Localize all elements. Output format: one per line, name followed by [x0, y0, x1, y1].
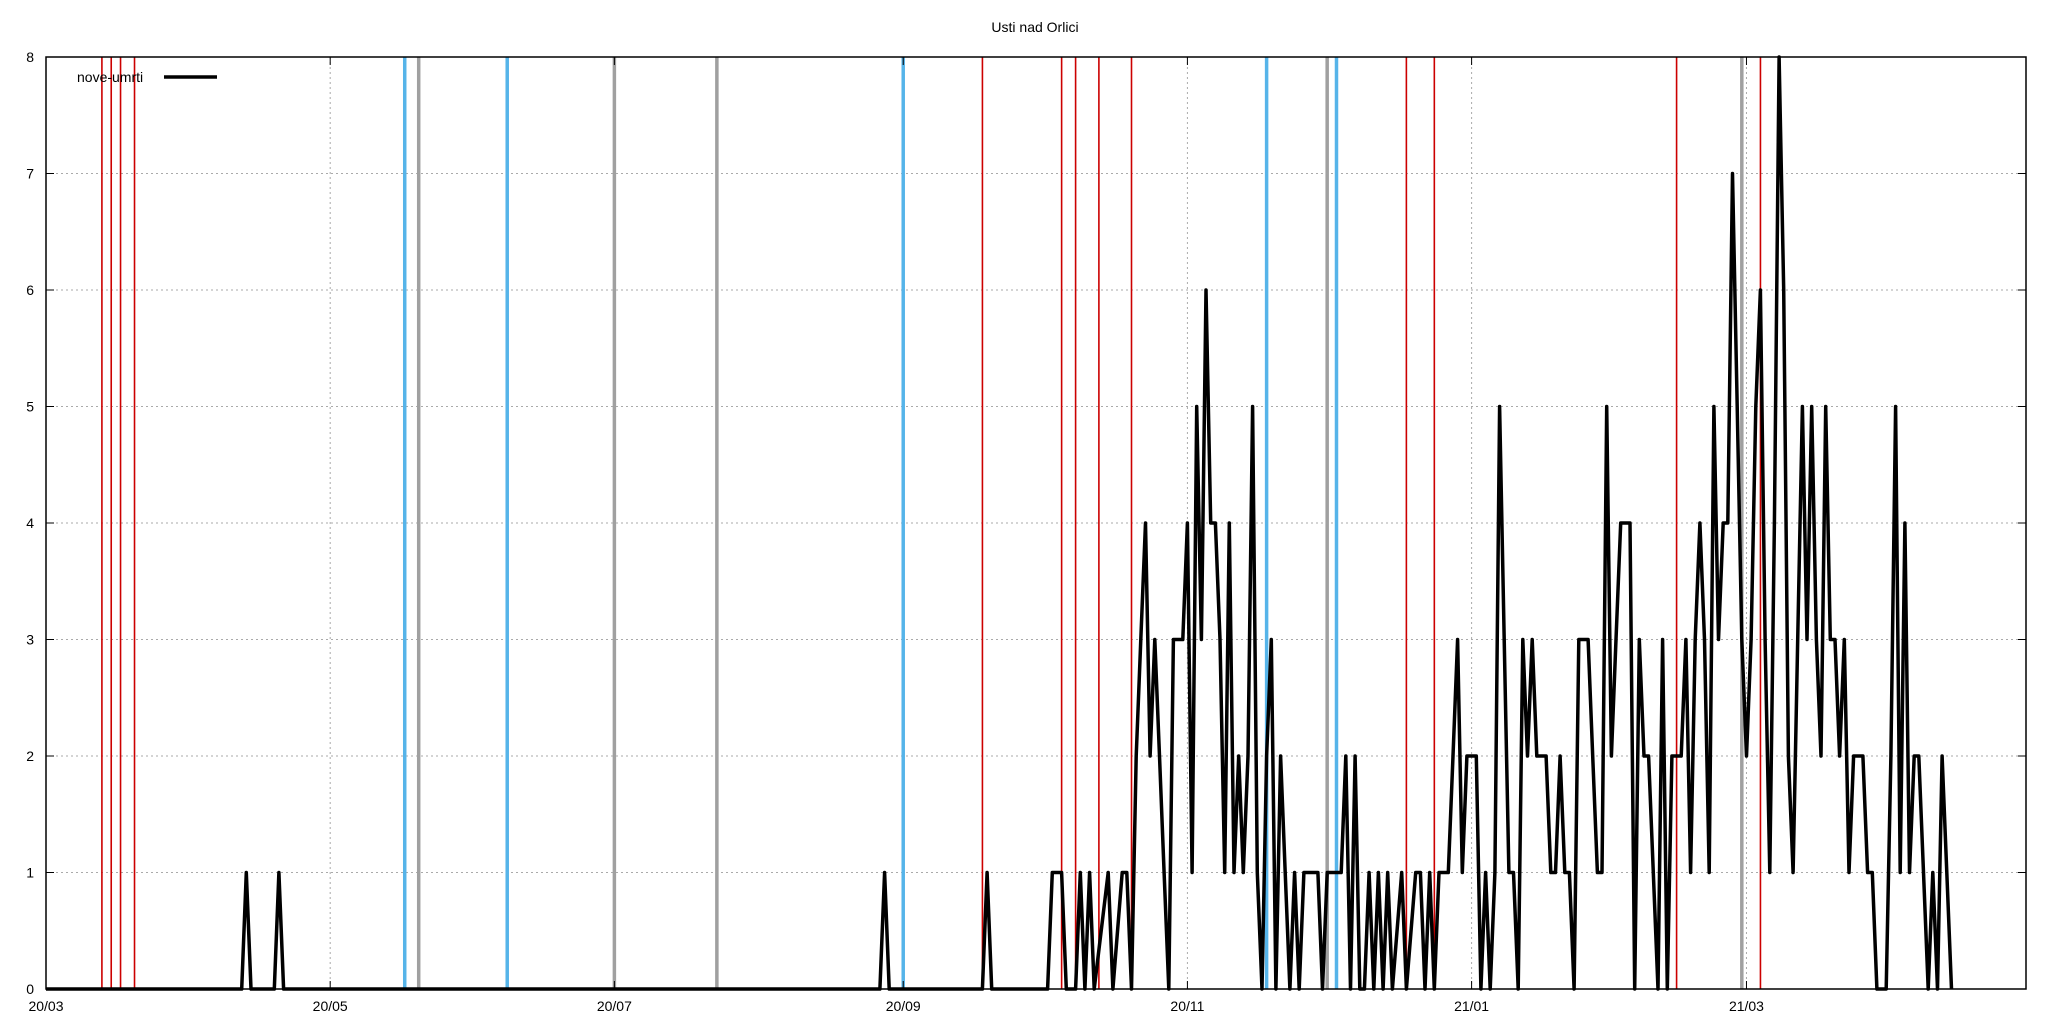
- x-tick-label: 20/03: [28, 998, 63, 1014]
- chart-title: Usti nad Orlici: [991, 19, 1078, 35]
- y-tick-label: 0: [26, 981, 34, 997]
- legend: nove-umrti: [77, 69, 217, 85]
- x-tick-label: 20/05: [313, 998, 348, 1014]
- x-tick-label: 20/07: [597, 998, 632, 1014]
- series-line: [46, 55, 1954, 991]
- y-tick-label: 4: [26, 515, 34, 531]
- axis-ticks: 0 1 2 3 4 5 6 7 8 20/03 20/05 20/07 20/09 20/11 21/01 2…: [26, 49, 2026, 1014]
- x-tick-label: 21/01: [1454, 998, 1489, 1014]
- y-tick-label: 8: [26, 49, 34, 65]
- y-tick-label: 3: [26, 632, 34, 648]
- grid: [46, 57, 2026, 989]
- y-tick-label: 5: [26, 399, 34, 415]
- x-tick-label: 21/03: [1729, 998, 1764, 1014]
- y-tick-label: 6: [26, 282, 34, 298]
- y-tick-label: 1: [26, 865, 34, 881]
- y-tick-label: 2: [26, 748, 34, 764]
- series-layer: [46, 55, 1954, 991]
- legend-label: nove-umrti: [77, 69, 143, 85]
- x-tick-label: 20/09: [886, 998, 921, 1014]
- x-tick-label: 20/11: [1170, 998, 1204, 1014]
- y-tick-label: 7: [26, 166, 34, 182]
